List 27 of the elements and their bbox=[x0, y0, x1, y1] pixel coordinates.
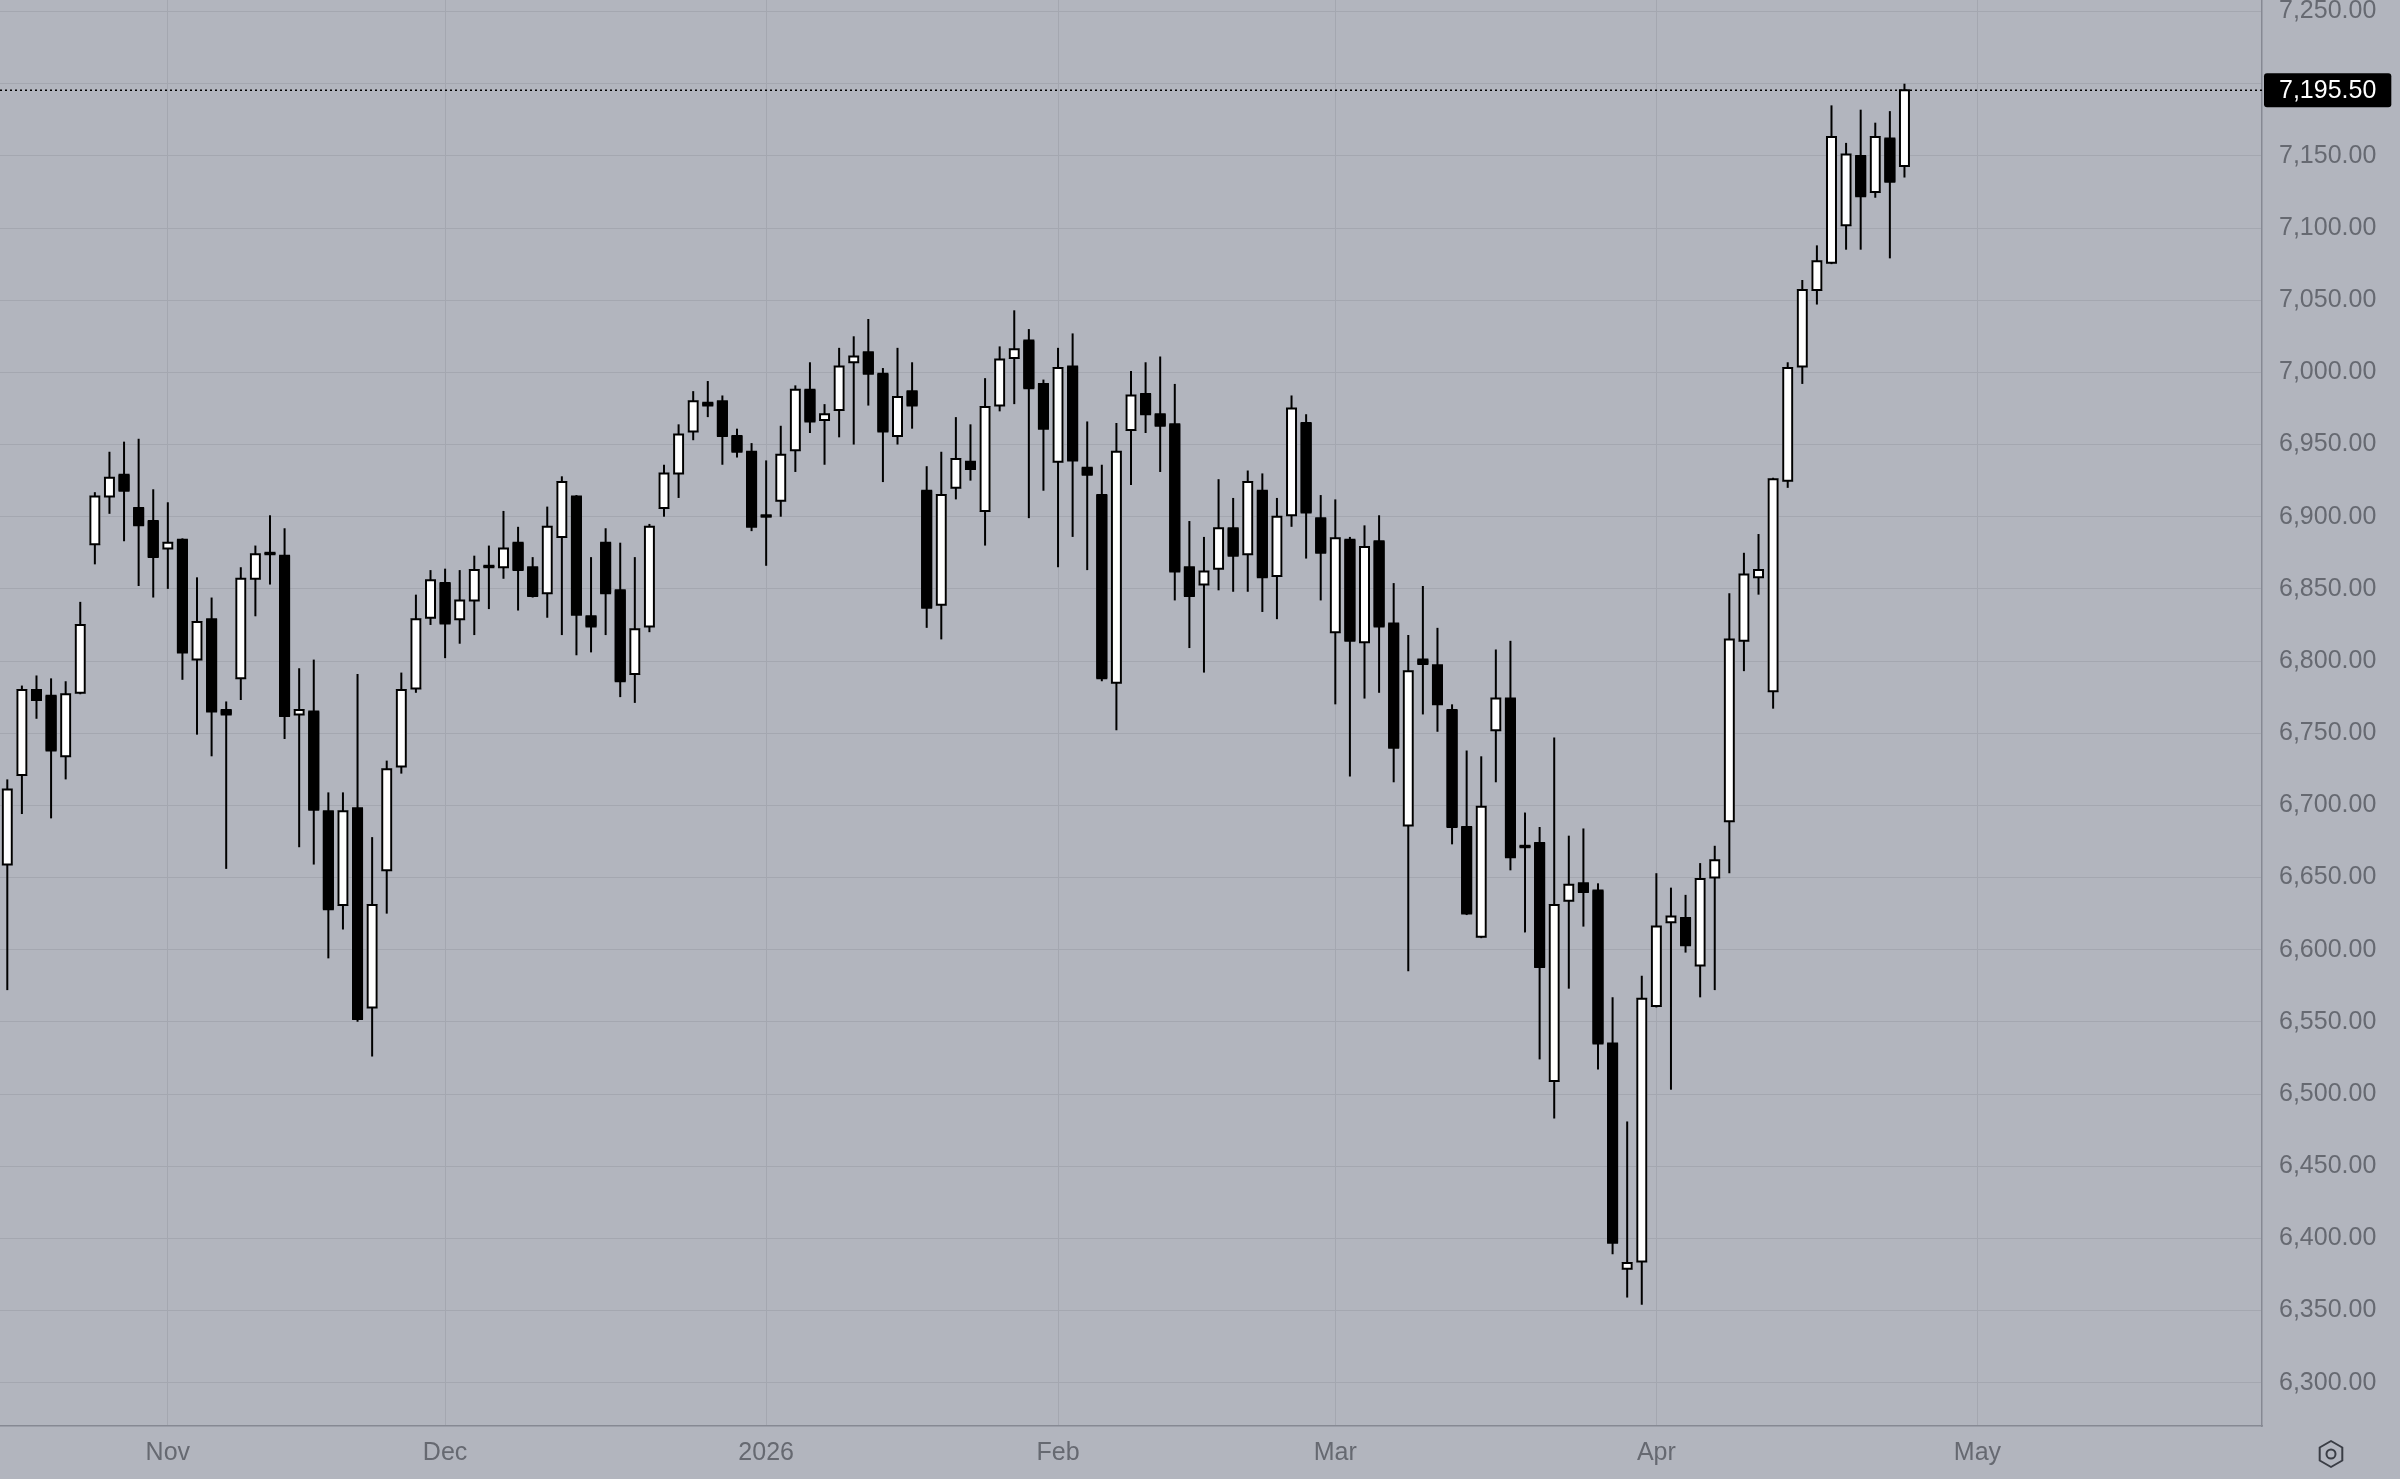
x-tick-label: May bbox=[1953, 1436, 2002, 1465]
y-tick-label: 6,650.00 bbox=[2279, 861, 2377, 890]
y-tick-label: 6,800.00 bbox=[2279, 644, 2377, 673]
y-tick-label: 6,850.00 bbox=[2279, 572, 2377, 601]
y-tick-label: 7,250.00 bbox=[2279, 0, 2377, 24]
x-tick-label: Mar bbox=[1313, 1436, 1357, 1465]
y-tick-label: 6,700.00 bbox=[2279, 789, 2377, 818]
y-tick-label: 6,750.00 bbox=[2279, 717, 2377, 746]
x-tick-label: Apr bbox=[1636, 1436, 1676, 1465]
y-tick-label: 7,050.00 bbox=[2279, 284, 2377, 313]
y-tick-label: 7,150.00 bbox=[2279, 139, 2377, 168]
x-tick-label: Nov bbox=[145, 1436, 191, 1465]
x-tick-label: 2026 bbox=[738, 1436, 794, 1465]
y-tick-label: 6,300.00 bbox=[2279, 1366, 2377, 1395]
y-tick-label: 6,500.00 bbox=[2279, 1077, 2377, 1106]
ref-line-label: 7,195.50 bbox=[2279, 75, 2377, 104]
y-tick-label: 6,550.00 bbox=[2279, 1005, 2377, 1034]
y-tick-label: 6,450.00 bbox=[2279, 1150, 2377, 1179]
y-tick-label: 7,000.00 bbox=[2279, 356, 2377, 385]
y-tick-label: 6,600.00 bbox=[2279, 933, 2377, 962]
y-tick-label: 6,400.00 bbox=[2279, 1222, 2377, 1251]
y-tick-label: 6,900.00 bbox=[2279, 500, 2377, 529]
x-tick-label: Dec bbox=[422, 1436, 468, 1465]
x-tick-label: Feb bbox=[1036, 1436, 1080, 1465]
y-tick-label: 7,100.00 bbox=[2279, 211, 2377, 240]
y-tick-label: 6,350.00 bbox=[2279, 1294, 2377, 1323]
y-tick-label: 6,950.00 bbox=[2279, 428, 2377, 457]
